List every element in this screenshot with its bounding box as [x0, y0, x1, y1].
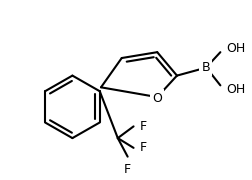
Text: F: F: [140, 141, 147, 154]
Text: F: F: [124, 163, 131, 175]
Text: OH: OH: [226, 42, 245, 55]
Text: O: O: [152, 92, 162, 105]
Text: OH: OH: [226, 83, 245, 96]
Text: F: F: [140, 120, 147, 133]
Text: B: B: [201, 61, 210, 74]
